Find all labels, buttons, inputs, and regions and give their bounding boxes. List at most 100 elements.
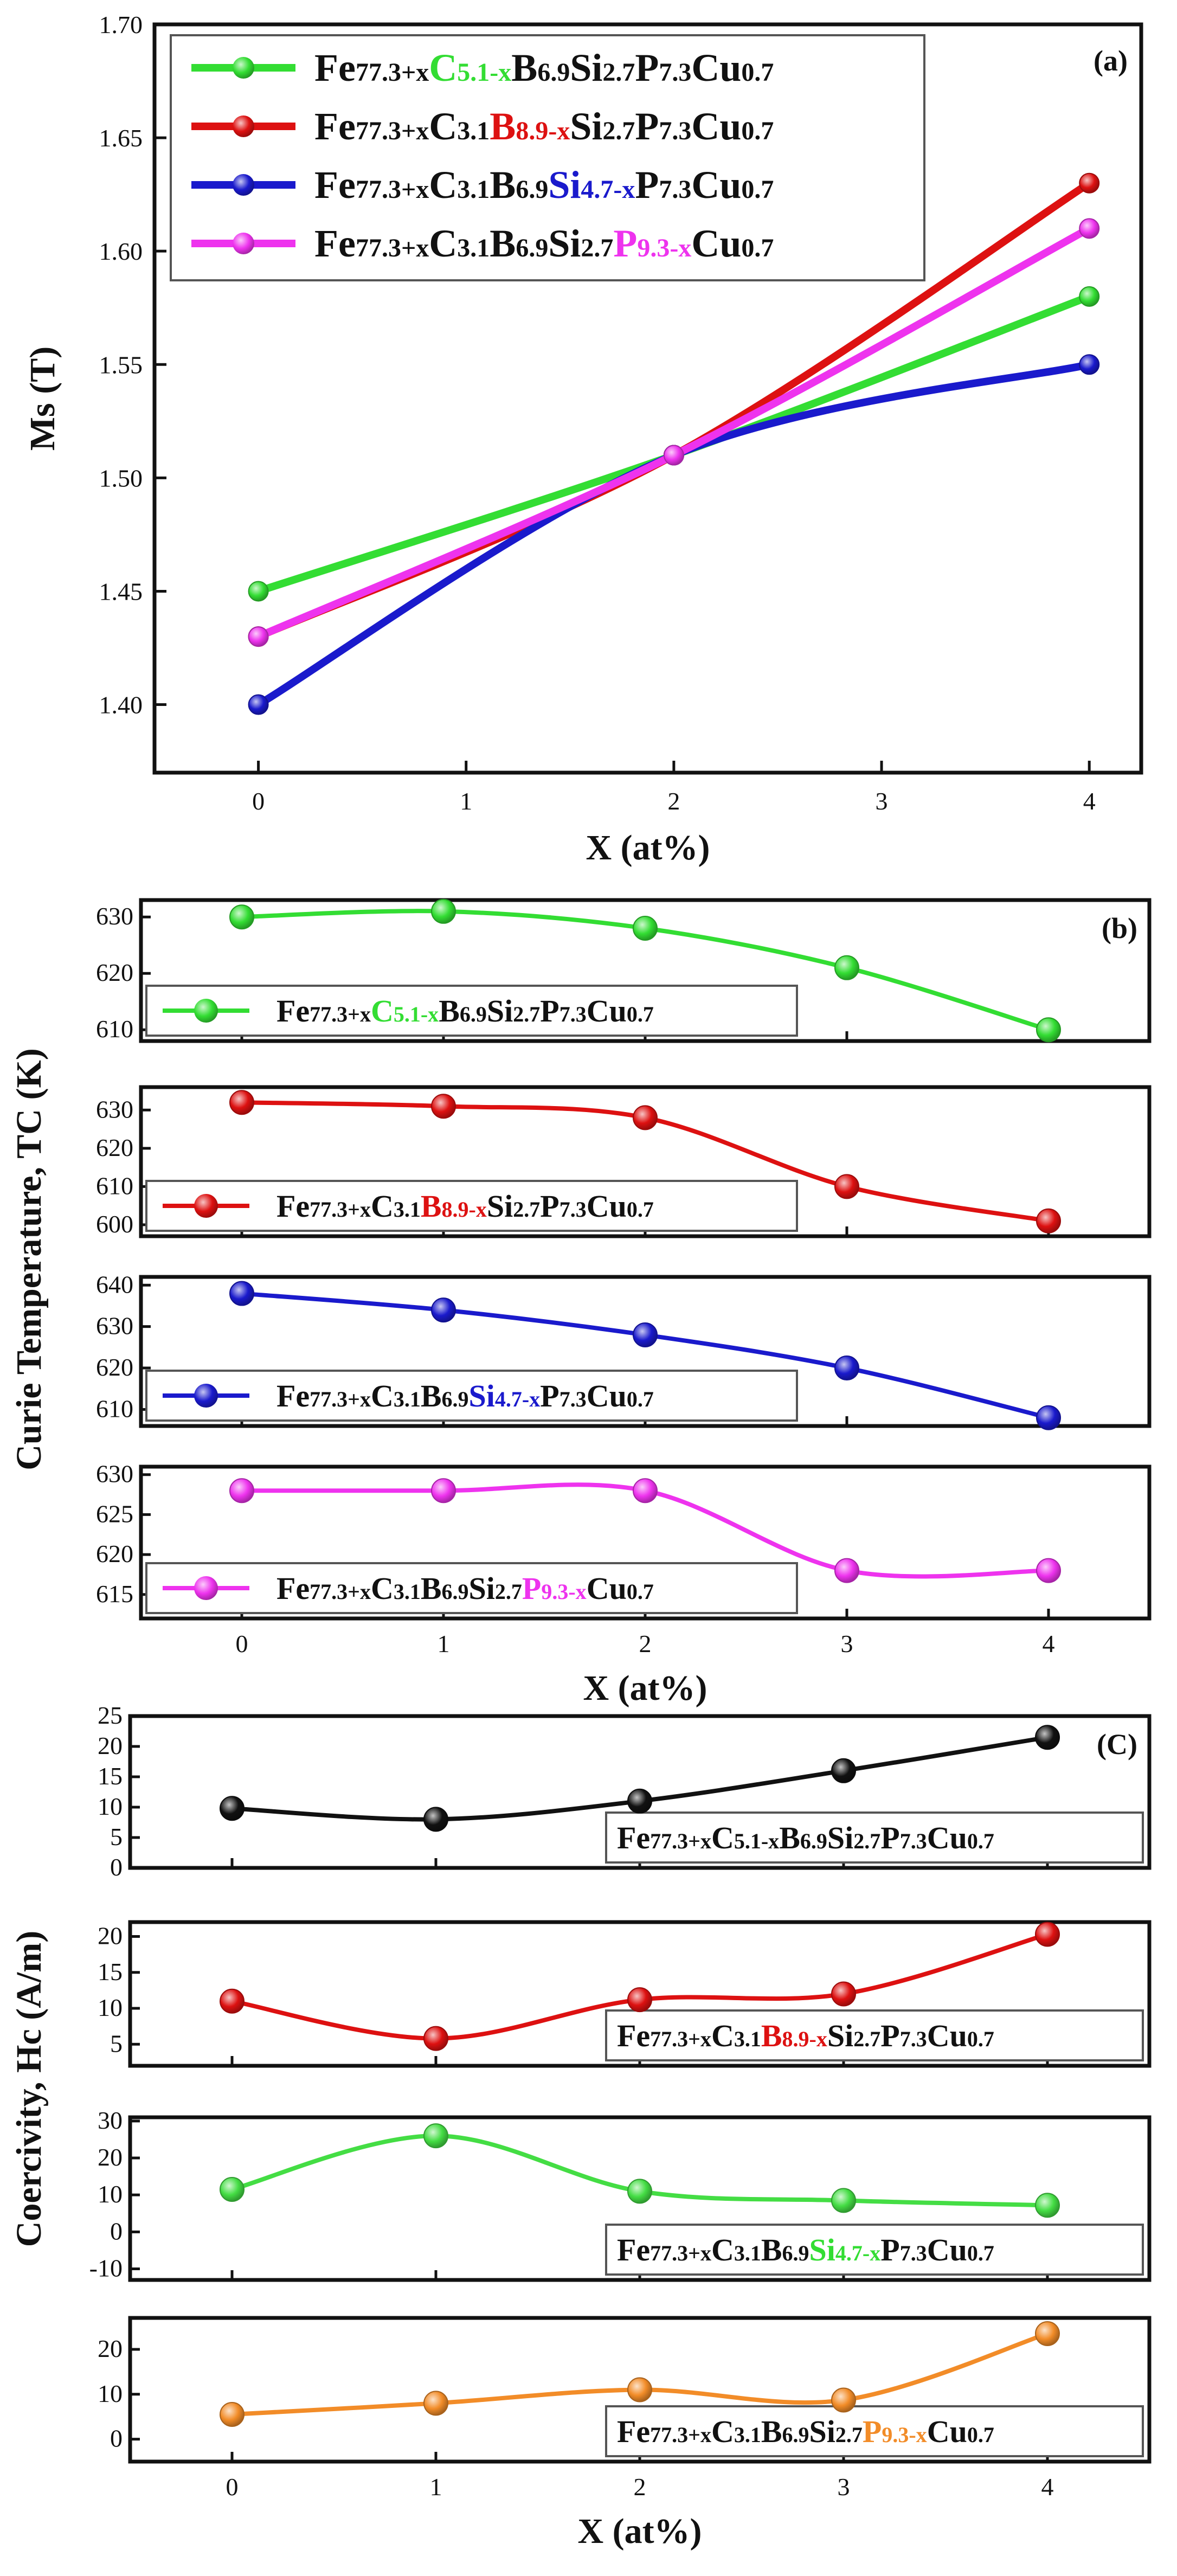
- y-tick-label: 1.70: [99, 11, 143, 38]
- data-point: [248, 626, 269, 647]
- formula-part: P: [880, 1820, 899, 1855]
- formula-part: 3.1: [457, 175, 490, 204]
- x-axis-label: X (at%): [583, 1668, 707, 1708]
- formula-part: 2.7: [581, 234, 613, 262]
- data-point: [423, 2026, 448, 2051]
- y-tick-label: 610: [96, 1395, 133, 1422]
- legend-box: [605, 2405, 1144, 2457]
- y-tick-label: 610: [96, 1172, 133, 1199]
- formula-part: 77.3+x: [356, 58, 429, 87]
- y-tick-label: 620: [96, 1134, 133, 1161]
- legend-entry: Fe77.3+xC3.1B8.9-xSi2.7P7.3Cu0.7: [617, 2018, 994, 2053]
- y-tick-label: 10: [98, 2380, 123, 2407]
- y-tick-label: 620: [96, 1353, 133, 1381]
- formula-part: Fe: [276, 1189, 310, 1224]
- x-tick-label: 0: [252, 787, 265, 815]
- formula-part: Fe: [617, 2018, 650, 2053]
- formula-part: 77.3+x: [310, 1387, 371, 1411]
- formula-part: Cu: [587, 993, 627, 1029]
- formula-part: 0.7: [627, 1002, 654, 1026]
- formula-part: 0.7: [967, 2241, 994, 2265]
- subplot: -10 0 10 20 30 Fe77.3+xC3.1B6.9Si4.7-xP7.3Cu0…: [89, 2106, 1152, 2282]
- data-point: [220, 2402, 245, 2427]
- legend-swatch-marker: [233, 233, 254, 254]
- y-tick-label: 25: [98, 1701, 123, 1729]
- formula-part: Fe: [617, 2232, 650, 2267]
- data-point: [1079, 172, 1100, 194]
- legend-box: [145, 1562, 798, 1614]
- formula-part: 77.3+x: [310, 1002, 371, 1026]
- data-point: [423, 1807, 448, 1832]
- subplot: 600 610 620 630 Fe77.3+xC3.1B8.9-xSi2.7P7.3C…: [96, 1085, 1152, 1238]
- formula-part: 0.7: [627, 1387, 654, 1411]
- data-point: [1036, 1017, 1061, 1043]
- y-axis-label: Ms (T): [23, 346, 62, 451]
- y-tick-label: 1.45: [99, 577, 143, 605]
- formula-part: 7.3: [900, 2241, 927, 2265]
- panel-a: 1.40 1.45 1.50 1.55 1.60 1.65 1.70 0 1 2 3 4 X (at%)…: [23, 11, 1143, 868]
- formula-part: 0.7: [741, 117, 774, 145]
- data-point: [834, 1356, 859, 1381]
- data-point: [1035, 1725, 1060, 1750]
- y-tick-label: 630: [96, 1460, 133, 1488]
- formula-part: Fe: [314, 222, 356, 265]
- data-point: [220, 1796, 245, 1821]
- formula-part: P: [880, 2232, 899, 2267]
- legend-swatch-marker: [233, 57, 254, 79]
- formula-part: C: [711, 2232, 734, 2267]
- formula-part: Fe: [276, 1571, 310, 1606]
- formula-part: 3.1: [457, 234, 490, 262]
- data-point: [627, 1987, 652, 2013]
- data-point: [633, 1105, 658, 1130]
- formula-part: C: [429, 105, 457, 148]
- formula-part: 77.3+x: [650, 2241, 711, 2265]
- formula-part: 0.7: [967, 1829, 994, 1853]
- formula-part: Cu: [587, 1189, 627, 1224]
- data-point: [831, 1758, 856, 1783]
- formula-part: Si: [548, 222, 581, 265]
- formula-part: B: [761, 2232, 782, 2267]
- y-tick-label: 15: [98, 1958, 123, 1986]
- data-point: [220, 2176, 245, 2202]
- legend-swatch-marker: [194, 999, 218, 1023]
- data-point: [834, 1174, 859, 1199]
- x-tick-label: 4: [1083, 787, 1096, 815]
- formula-part: B: [421, 1189, 442, 1224]
- formula-part: Fe: [276, 993, 310, 1029]
- x-tick-label: 1: [460, 787, 472, 815]
- x-axis-label: X (at%): [586, 828, 710, 868]
- formula-part: 4.7-x: [835, 2241, 880, 2265]
- formula-part: 77.3+x: [356, 234, 429, 262]
- formula-part: B: [490, 222, 516, 265]
- data-point: [220, 1988, 245, 2014]
- legend-box: [145, 1370, 798, 1422]
- formula-part: 3.1: [457, 117, 490, 145]
- formula-part: Cu: [587, 1378, 627, 1414]
- data-point: [1079, 354, 1100, 375]
- formula-part: 6.9: [442, 1387, 469, 1411]
- formula-part: 0.7: [741, 234, 774, 262]
- formula-part: B: [761, 2018, 782, 2053]
- formula-part: 9.3-x: [541, 1579, 586, 1604]
- formula-part: 77.3+x: [650, 1829, 711, 1853]
- legend-entry: Fe77.3+xC3.1B6.9Si4.7-xP7.3Cu0.7: [276, 1378, 654, 1414]
- legend-entry: Fe77.3+xC3.1B6.9Si2.7P9.3-xCu0.7: [276, 1571, 654, 1606]
- data-point: [633, 1478, 658, 1504]
- data-point: [431, 898, 456, 924]
- formula-part: Fe: [314, 46, 356, 89]
- formula-part: C: [711, 2414, 734, 2449]
- formula-part: C: [371, 1189, 394, 1224]
- y-tick-label: 640: [96, 1270, 133, 1298]
- legend-swatch-marker: [233, 115, 254, 137]
- data-point: [229, 1281, 254, 1306]
- y-tick-label: 1.55: [99, 351, 143, 378]
- formula-part: C: [429, 46, 457, 89]
- formula-part: 0.7: [967, 2027, 994, 2051]
- data-point: [423, 2123, 448, 2149]
- y-tick-label: 615: [96, 1580, 133, 1608]
- panel-label: (b): [1102, 912, 1137, 945]
- formula-part: Cu: [691, 105, 741, 148]
- x-tick-label: 3: [841, 1630, 853, 1658]
- formula-part: 0.7: [627, 1197, 654, 1222]
- legend-entry: Fe77.3+xC3.1B6.9Si4.7-xP7.3Cu0.7: [314, 163, 774, 207]
